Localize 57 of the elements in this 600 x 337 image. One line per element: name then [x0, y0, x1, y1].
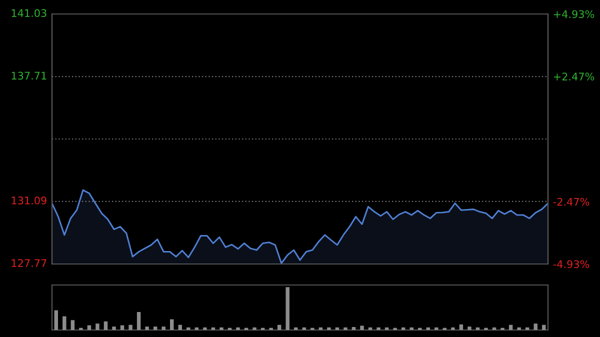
- bar: [277, 324, 282, 330]
- bar: [525, 327, 530, 330]
- bar: [203, 327, 207, 330]
- bar: [194, 327, 199, 330]
- y2-tick-label: +2.47%: [554, 72, 594, 80]
- bar: [145, 326, 149, 330]
- bar: [401, 327, 406, 330]
- y2-tick-label: -4.93%: [553, 260, 590, 268]
- bar: [384, 327, 389, 330]
- bar: [54, 310, 58, 330]
- bar: [128, 324, 132, 330]
- bar: [120, 325, 124, 330]
- bar: [410, 327, 414, 330]
- bar: [492, 327, 496, 330]
- bar: [352, 327, 356, 330]
- bar: [344, 327, 348, 330]
- bar: [96, 324, 100, 330]
- bar: [211, 327, 216, 330]
- y2-tick-label: +4.93%: [554, 10, 594, 18]
- bar: [360, 326, 364, 330]
- y-tick-label: 127.77: [12, 259, 46, 267]
- y-tick-label: 131.09: [12, 196, 46, 204]
- bar: [136, 312, 141, 330]
- y2-tick-label: -2.47%: [553, 198, 590, 206]
- bar: [104, 321, 108, 330]
- bar: [434, 327, 438, 330]
- bar: [162, 326, 166, 330]
- bar: [368, 327, 372, 330]
- bar: [534, 324, 538, 330]
- bar: [186, 327, 190, 330]
- bar: [517, 327, 521, 330]
- bar: [62, 316, 66, 330]
- bar: [70, 320, 75, 330]
- bar: [178, 324, 182, 330]
- bar: [542, 324, 546, 330]
- bar: [153, 326, 158, 330]
- bar: [335, 327, 340, 330]
- bar: [236, 327, 240, 330]
- bar: [252, 327, 256, 330]
- bar: [112, 326, 116, 330]
- y-tick-label: 141.03: [12, 9, 46, 18]
- bar: [220, 327, 224, 330]
- bar: [294, 327, 298, 330]
- bar: [302, 327, 306, 330]
- bar: [459, 324, 464, 330]
- bar: [327, 327, 331, 330]
- bar: [286, 287, 290, 330]
- bar: [426, 327, 430, 330]
- bar: [451, 327, 455, 330]
- bar: [376, 327, 380, 330]
- y-tick-label: 137.71: [12, 72, 46, 80]
- bar: [508, 324, 513, 330]
- bar: [170, 319, 174, 330]
- bar: [87, 325, 92, 330]
- bar: [476, 327, 480, 330]
- bar: [468, 326, 472, 330]
- bar: [318, 327, 323, 330]
